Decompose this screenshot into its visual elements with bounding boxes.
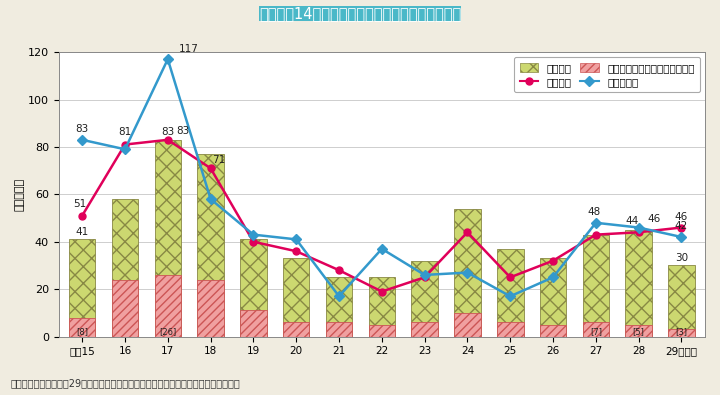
Bar: [155, 140, 181, 337]
Bar: [411, 261, 438, 337]
Text: 71: 71: [212, 155, 226, 165]
Bar: [369, 277, 395, 337]
Bar: [668, 265, 695, 337]
Bar: [325, 322, 352, 337]
Bar: [240, 310, 266, 337]
Bar: [112, 280, 138, 337]
Text: 44: 44: [626, 216, 639, 226]
Bar: [668, 329, 695, 337]
Text: 41: 41: [76, 227, 89, 237]
Text: [5]: [5]: [633, 327, 644, 336]
Bar: [582, 235, 609, 337]
Bar: [454, 313, 481, 337]
Bar: [69, 239, 96, 337]
Bar: [112, 199, 138, 337]
Bar: [197, 280, 224, 337]
Bar: [283, 258, 310, 337]
Bar: [497, 249, 523, 337]
Text: [8]: [8]: [76, 327, 88, 336]
Text: [26]: [26]: [159, 327, 176, 336]
Legend: 検挙人員, 検挙件数, 検挙人員（うちブローカー数）, 被害者総数: 検挙人員, 検挙件数, 検挙人員（うちブローカー数）, 被害者総数: [514, 57, 700, 92]
Bar: [197, 154, 224, 337]
Text: 83: 83: [176, 126, 189, 136]
Bar: [454, 209, 481, 337]
Bar: [626, 230, 652, 337]
Bar: [540, 325, 567, 337]
Text: 117: 117: [179, 45, 199, 55]
Bar: [626, 325, 652, 337]
Text: 42: 42: [675, 221, 688, 231]
Text: （備考）警察庁「平成29年中における人身取引事犯の検挙状況について」より作成。: （備考）警察庁「平成29年中における人身取引事犯の検挙状況について」より作成。: [11, 378, 240, 388]
Bar: [497, 322, 523, 337]
Bar: [369, 325, 395, 337]
Text: 83: 83: [76, 124, 89, 134]
Text: 48: 48: [587, 207, 600, 217]
Bar: [411, 322, 438, 337]
Bar: [240, 239, 266, 337]
Text: Ｉ－７－14図　人身取引事犯の検挙状況等の推移: Ｉ－７－14図 人身取引事犯の検挙状況等の推移: [259, 6, 461, 21]
Text: [3]: [3]: [675, 327, 688, 336]
Text: 83: 83: [161, 127, 174, 137]
Bar: [155, 275, 181, 337]
Text: 46: 46: [647, 214, 660, 224]
Text: 51: 51: [73, 199, 86, 209]
Text: 81: 81: [118, 128, 132, 137]
Bar: [283, 322, 310, 337]
Text: [7]: [7]: [590, 327, 602, 336]
Text: 30: 30: [675, 253, 688, 263]
Bar: [69, 318, 96, 337]
Y-axis label: （件，人）: （件，人）: [15, 178, 25, 211]
Bar: [325, 277, 352, 337]
Text: 46: 46: [675, 212, 688, 222]
Bar: [540, 258, 567, 337]
Bar: [582, 322, 609, 337]
